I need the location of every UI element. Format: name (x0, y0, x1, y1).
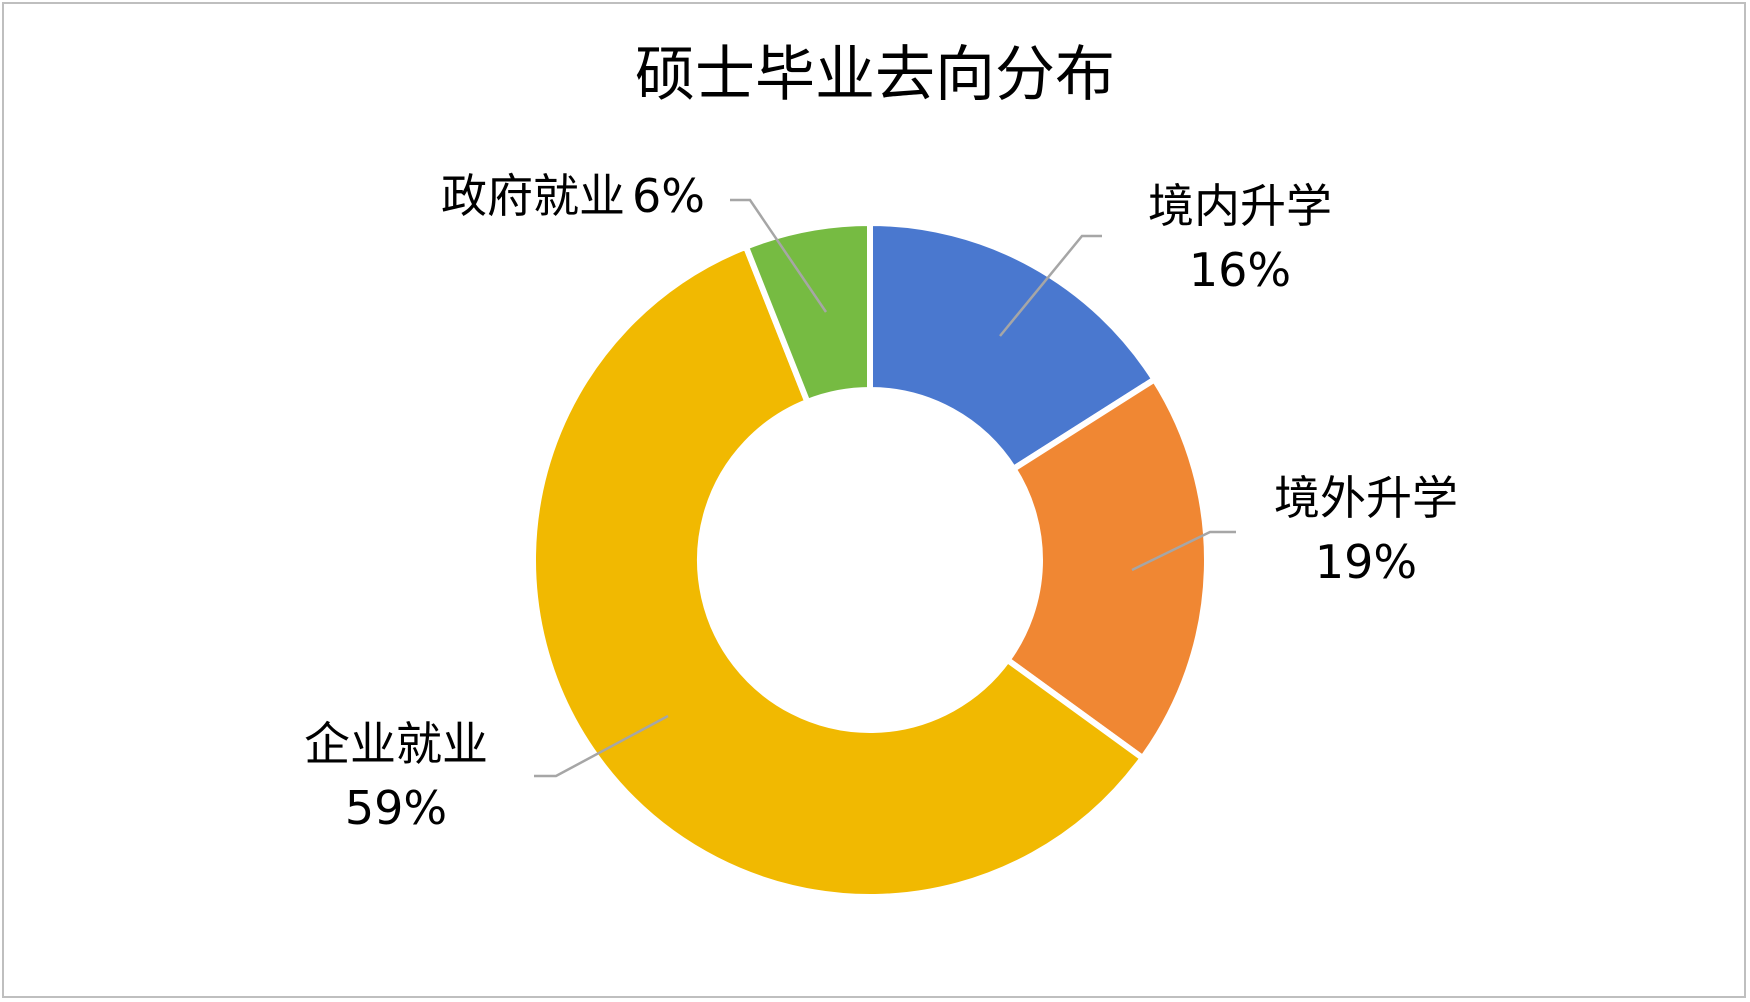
chart-title: 硕士毕业去向分布 (635, 40, 1115, 110)
leader-lines-group (534, 198, 1236, 778)
slice-2 (1003, 375, 1210, 763)
category-label-1: 境内升学 (1148, 179, 1332, 233)
leader-line-4 (730, 198, 828, 313)
category-label-4: 政府就业 (441, 169, 625, 223)
value-label-2: 19% (1315, 535, 1417, 589)
labels-group: 境内升学 16% 境外升学 19% 企业就业 59% 政府就业 6% (304, 169, 1458, 835)
slice-3 (530, 242, 1147, 900)
value-label-4: 6% (632, 169, 705, 223)
slice-1 (867, 219, 1159, 474)
leader-line-1 (999, 234, 1102, 337)
leader-line-2 (1131, 530, 1236, 572)
leader-line-3 (534, 714, 669, 778)
category-label-2: 境外升学 (1274, 471, 1458, 525)
category-label-3: 企业就业 (304, 717, 488, 771)
value-label-1: 16% (1189, 243, 1291, 297)
slices-group (530, 219, 1210, 900)
slice-4 (742, 219, 873, 406)
value-label-3: 59% (345, 781, 447, 835)
